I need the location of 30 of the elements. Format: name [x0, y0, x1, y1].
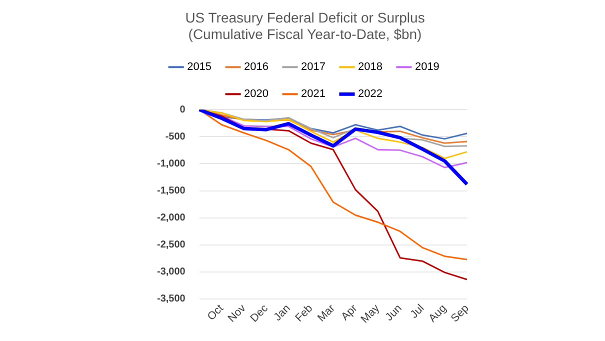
- y-tick-label: -500: [165, 131, 186, 142]
- legend-label: 2020: [244, 88, 269, 100]
- y-tick-label: -3,500: [156, 294, 186, 305]
- legend-label: 2021: [301, 88, 326, 100]
- x-tick-label: Apr: [339, 302, 360, 324]
- y-tick-label: -2,500: [156, 240, 186, 251]
- text: US Treasury Federal Deficit or Surplus: [185, 9, 425, 26]
- x-tick-label: Feb: [293, 302, 316, 324]
- y-tick-label: -1,500: [156, 186, 186, 197]
- x-tick-label: Jul: [408, 302, 427, 321]
- y-tick-label: 0: [180, 104, 186, 116]
- x-tick-label: Jan: [272, 302, 293, 324]
- x-tick-label: May: [358, 302, 382, 326]
- legend-label: 2019: [414, 61, 440, 74]
- legend-label: 2016: [244, 61, 269, 74]
- x-tick-label: Sep: [448, 302, 472, 325]
- legend-label: 2015: [187, 61, 212, 74]
- legend-label: 2017: [301, 61, 326, 74]
- y-tick-label: -2,000: [156, 212, 186, 224]
- x-tick-label: Nov: [226, 302, 249, 325]
- x-tick-label: Aug: [426, 302, 449, 325]
- x-tick-label: Mar: [316, 302, 338, 324]
- y-tick-label: -3,000: [156, 266, 186, 278]
- text: (Cumulative Fiscal Year-to-Date, $bn): [188, 26, 422, 42]
- legend-label: 2022: [358, 88, 382, 100]
- x-tick-label: Dec: [248, 302, 271, 325]
- x-tick-label: Oct: [205, 302, 226, 324]
- legend-label: 2018: [358, 61, 382, 74]
- x-tick-label: Jun: [383, 302, 404, 324]
- y-tick-label: -1,000: [156, 158, 186, 170]
